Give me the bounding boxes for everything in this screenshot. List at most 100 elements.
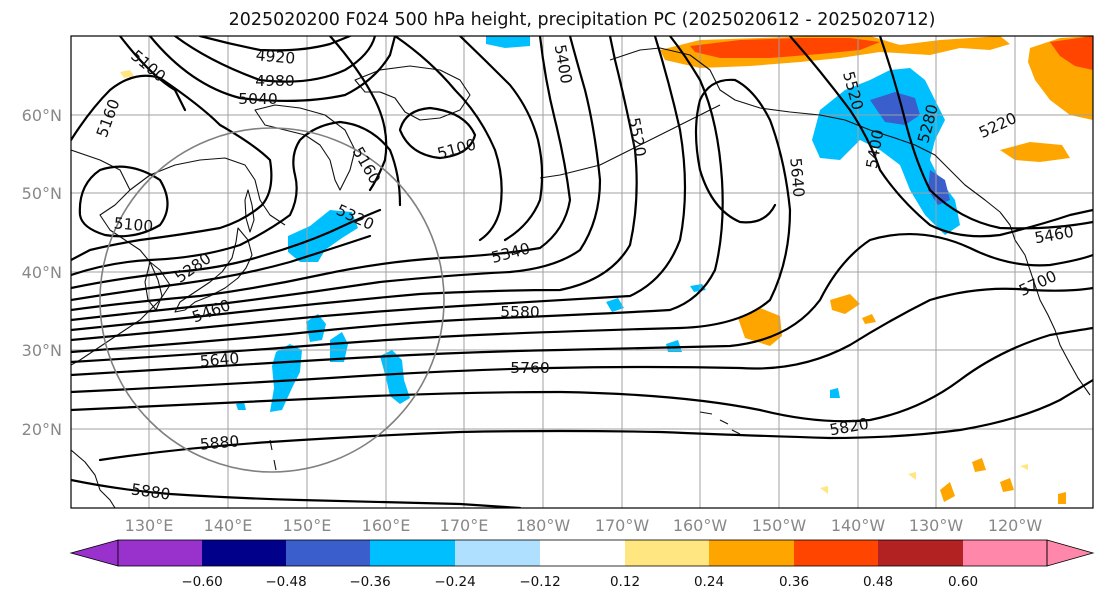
negative-anomaly-gulf-alaska-core <box>870 92 950 205</box>
contour-5340 <box>71 36 572 312</box>
coastline-bc <box>999 211 1091 396</box>
lon-label: 170°W <box>595 516 650 535</box>
lat-label-40n: 40°N <box>22 263 62 282</box>
coastlines <box>71 47 1091 508</box>
coastline-japan <box>174 227 253 313</box>
colorbar-bin <box>794 540 878 566</box>
coastline-aleutians <box>539 104 721 179</box>
colorbar-tick: 0.36 <box>779 574 809 590</box>
map-title: 2025020200 F024 500 hPa height, precipit… <box>229 10 936 30</box>
colorbar-tick: 0.12 <box>610 574 640 590</box>
contour-5760 <box>71 286 1093 394</box>
colorbar-extend-high <box>1046 539 1095 567</box>
colorbar-tick: −0.60 <box>181 574 222 590</box>
colorbar-tick: 0.24 <box>694 574 724 590</box>
lon-label: 150°W <box>752 516 807 535</box>
colorbar-tick: −0.48 <box>265 574 306 590</box>
contour-label: 4980 <box>255 72 294 90</box>
contour-5400 <box>71 36 602 322</box>
contour-5460-west <box>71 36 638 332</box>
negative-anomaly-subtropics-4 <box>380 350 410 404</box>
colorbar-tick: 0.48 <box>863 574 893 590</box>
coastline-philippines <box>71 449 116 508</box>
contour-label: 5580 <box>500 303 539 321</box>
lon-label: 120°W <box>988 516 1043 535</box>
coastline-okhotsk <box>129 157 286 226</box>
colorbar-tick: −0.24 <box>434 574 475 590</box>
contour-5520 <box>71 36 1093 342</box>
contour-5220 <box>71 120 402 277</box>
colorbar-bin <box>286 540 370 566</box>
contour-5320 <box>71 36 544 302</box>
contour-4980 <box>173 36 377 83</box>
colorbar-bin <box>118 540 202 566</box>
lat-label-20n: 20°N <box>22 420 62 439</box>
latitude-labels: 60°N 50°N 40°N 30°N 20°N <box>22 106 62 439</box>
contour-5280 <box>71 36 503 290</box>
contour-5160-east <box>328 36 388 192</box>
contour-5160-west <box>71 74 273 262</box>
contour-label: 5880 <box>199 432 240 453</box>
coastline-chukotka <box>354 65 471 121</box>
lat-label-50n: 50°N <box>22 184 62 203</box>
contour-label: 5640 <box>786 157 807 198</box>
longitude-labels: 130°E 140°E 150°E 160°E 170°E 180°W 170°… <box>125 516 1043 535</box>
lon-label: 130°E <box>125 516 174 535</box>
colorbar-bin <box>202 540 286 566</box>
colorbar-bin <box>709 540 794 566</box>
contour-5580 <box>71 36 1093 354</box>
colorbar-bin <box>878 540 963 566</box>
colorbar-bin <box>625 540 709 566</box>
colorbar-tick: −0.36 <box>349 574 390 590</box>
contour-label: 5100 <box>113 214 154 235</box>
colorbar-bin <box>540 540 625 566</box>
contour-5700 <box>71 233 1093 377</box>
contour-5100-west <box>78 165 169 238</box>
colorbar-bin <box>370 540 455 566</box>
positive-anomaly-southeast <box>940 458 1066 504</box>
lon-label: 160°W <box>673 516 728 535</box>
lon-label: 130°W <box>909 516 964 535</box>
contour-label: 4920 <box>255 46 296 67</box>
coastline-siberia <box>71 149 171 366</box>
lon-label: 140°E <box>204 516 253 535</box>
lon-label: 160°E <box>362 516 411 535</box>
coastline-hawaii <box>699 411 741 435</box>
positive-anomaly-small-1 <box>862 314 876 324</box>
contour-label: 5640 <box>199 349 240 370</box>
colorbar-tick: 0.60 <box>948 574 978 590</box>
focus-region-circle <box>99 127 445 473</box>
contour-4920 <box>198 36 352 52</box>
coastline-sakhalin <box>244 189 255 233</box>
contour-5880-south <box>71 478 522 508</box>
colorbar-extend-low <box>69 539 119 567</box>
lon-label: 140°W <box>831 516 886 535</box>
coastline-kamchatka <box>254 104 356 191</box>
coastline-alaska <box>609 47 1001 213</box>
positive-anomaly-alaska-north-core <box>690 38 880 58</box>
negative-anomaly-subtropics-2 <box>306 314 326 342</box>
positive-anomaly-bc <box>1000 142 1070 162</box>
contour-5880-north <box>98 378 1093 462</box>
negative-anomaly-japan-sea <box>486 36 530 48</box>
contour-label: 5760 <box>510 359 549 377</box>
map-frame <box>70 35 1094 509</box>
lon-label: 180°W <box>516 516 571 535</box>
colorbar-outline <box>117 539 1048 567</box>
colorbar-tick: −0.12 <box>519 574 560 590</box>
colorbar-bin <box>455 540 540 566</box>
lon-label: 170°E <box>440 516 489 535</box>
contour-5100-north <box>118 36 477 160</box>
contour-label: 5880 <box>130 480 172 503</box>
positive-anomaly-east-pacific <box>830 294 860 314</box>
contour-labels: 5100 4920 4980 5040 5160 5100 5160 5400 … <box>93 43 1075 504</box>
lat-label-30n: 30°N <box>22 341 62 360</box>
positive-anomaly-canada-core <box>1050 36 1093 70</box>
height-contours <box>71 36 1093 508</box>
lon-label: 150°E <box>283 516 332 535</box>
colorbar: −0.60 −0.48 −0.36 −0.24 −0.12 0.12 0.24 … <box>69 539 1095 590</box>
contour-label: 5040 <box>238 90 277 108</box>
lat-label-60n: 60°N <box>22 106 62 125</box>
negative-anomaly-subtropics-3 <box>330 332 348 362</box>
contour-5040 <box>148 36 397 102</box>
